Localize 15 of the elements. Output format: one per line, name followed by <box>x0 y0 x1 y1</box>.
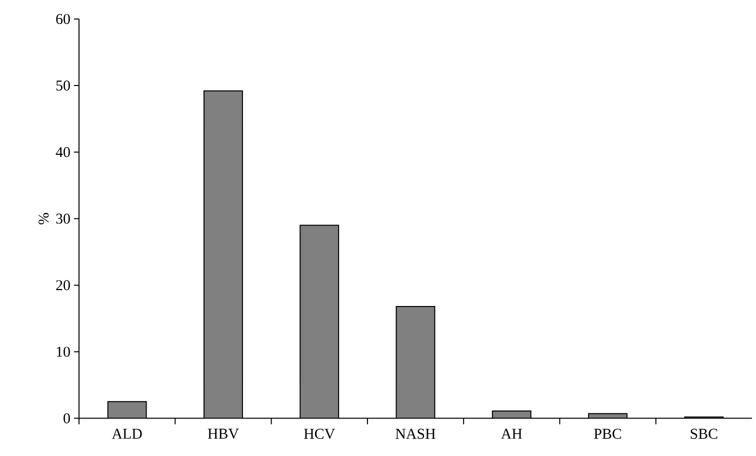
x-tick-label: NASH <box>396 428 436 439</box>
y-tick-label: 60 <box>56 14 70 24</box>
y-tick-label: 0 <box>64 413 70 424</box>
y-tick-label: 20 <box>56 280 70 290</box>
x-tick-label: HCV <box>304 428 335 439</box>
x-tick-label: AH <box>501 428 522 439</box>
x-tick-label: HBV <box>208 428 239 439</box>
y-tick-label: 50 <box>56 80 70 91</box>
y-axis-title: % <box>38 212 49 224</box>
x-tick-label: PBC <box>594 428 622 439</box>
y-tick-label: 40 <box>56 147 70 158</box>
x-tick-label: ALD <box>112 428 142 439</box>
y-tick-label: 30 <box>56 214 70 224</box>
y-tick-label: 10 <box>56 346 70 357</box>
x-tick-label: SBC <box>690 428 718 439</box>
